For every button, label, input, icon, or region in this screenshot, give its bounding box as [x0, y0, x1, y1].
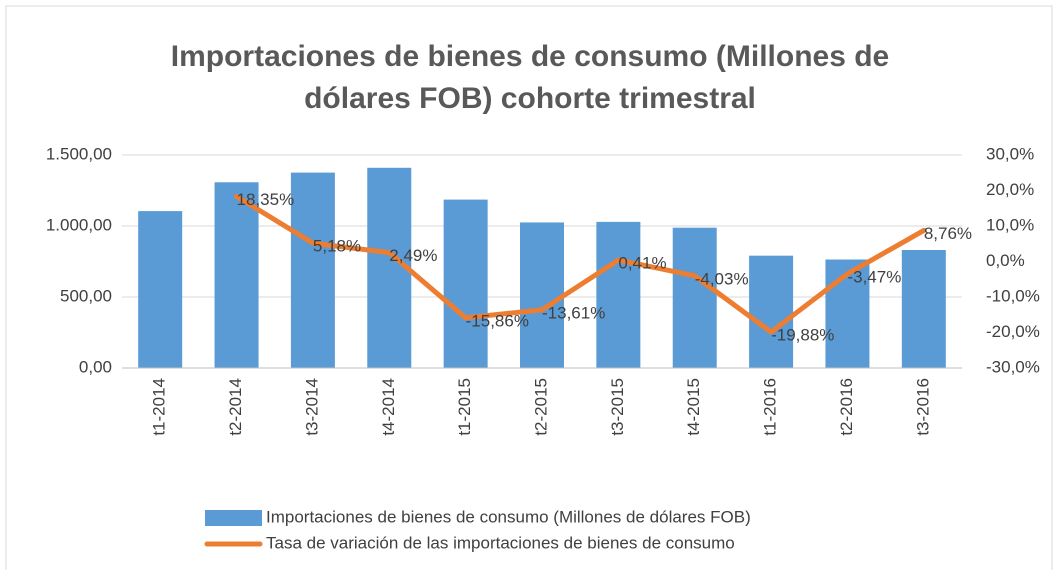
data-label: 18,35%	[237, 190, 295, 209]
data-label: -15,86%	[466, 311, 529, 330]
x-tick-label: t1-2015	[455, 378, 474, 436]
bar	[749, 255, 794, 368]
legend-label: Importaciones de bienes de consumo (Mill…	[266, 507, 751, 526]
y2-tick-label: -20,0%	[986, 322, 1040, 341]
line-series	[234, 193, 927, 335]
data-label: -4,03%	[695, 269, 749, 288]
bar	[596, 221, 641, 368]
x-tick-label: t2-2014	[226, 378, 245, 436]
data-label: 2,49%	[389, 246, 437, 265]
data-label: 5,18%	[313, 237, 361, 256]
bar	[672, 227, 717, 368]
data-label: -13,61%	[542, 303, 605, 322]
bar	[825, 259, 870, 368]
x-tick-label: t4-2015	[684, 378, 703, 436]
bar	[138, 211, 183, 368]
bar	[290, 172, 335, 368]
bar	[214, 182, 259, 368]
x-tick-label: t2-2016	[837, 378, 856, 436]
x-tick-label: t3-2014	[302, 378, 321, 436]
legend-label: Tasa de variación de las importaciones d…	[266, 533, 735, 552]
bar	[520, 222, 564, 368]
y-tick-label: 500,00	[60, 286, 112, 305]
bar	[901, 249, 946, 368]
data-label: -19,88%	[771, 326, 834, 345]
y2-tick-label: 0,0%	[986, 251, 1025, 270]
y2-tick-label: 10,0%	[986, 215, 1034, 234]
chart-border	[5, 5, 1053, 570]
chart-title: Importaciones de bienes de consumo (Mill…	[170, 40, 890, 115]
data-label: -3,47%	[847, 267, 901, 286]
y-tick-label: 1.500,00	[46, 144, 112, 163]
y2-tick-label: -30,0%	[986, 357, 1040, 376]
y-tick-label: 1.000,00	[46, 215, 112, 234]
y-tick-label: 0,00	[79, 357, 112, 376]
x-tick-label: t4-2014	[379, 378, 398, 436]
x-tick-label: t2-2015	[531, 378, 550, 436]
x-tick-label: t3-2016	[913, 378, 932, 436]
x-tick-label: t1-2014	[150, 378, 169, 436]
y2-tick-label: 20,0%	[986, 180, 1034, 199]
bar	[443, 199, 488, 368]
data-label: 8,76%	[924, 224, 972, 243]
x-tick-label: t3-2015	[608, 378, 627, 436]
data-label: 0,41%	[618, 254, 666, 273]
x-tick-label: t1-2016	[761, 378, 780, 436]
y2-tick-label: -10,0%	[986, 286, 1040, 305]
y2-tick-label: 30,0%	[986, 144, 1034, 163]
legend-swatch	[205, 510, 262, 526]
